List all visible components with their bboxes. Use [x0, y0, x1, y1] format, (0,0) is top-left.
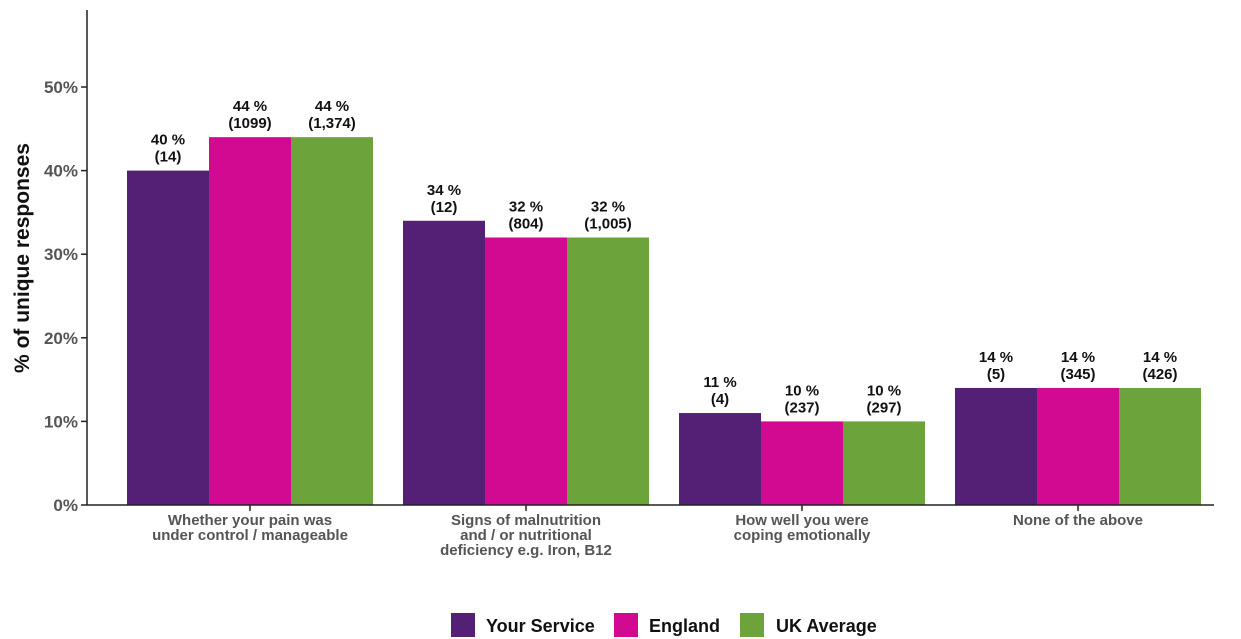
- bar: [403, 220, 485, 505]
- legend-label: Your Service: [486, 616, 595, 636]
- data-label: 14 %: [1143, 349, 1177, 366]
- x-tick-label: coping emotionally: [734, 527, 871, 544]
- bar: [291, 137, 373, 505]
- legend-swatch: [451, 613, 475, 637]
- y-tick-label: 30%: [44, 245, 78, 264]
- legend-label: UK Average: [776, 616, 877, 636]
- data-label: (14): [155, 149, 182, 166]
- data-label: (1,374): [308, 115, 356, 132]
- bar: [1037, 387, 1119, 505]
- data-label: (297): [866, 399, 901, 416]
- bar: [955, 387, 1037, 505]
- bar: [843, 421, 925, 505]
- data-label: (426): [1142, 366, 1177, 383]
- data-label: (345): [1060, 366, 1095, 383]
- data-label: 10 %: [785, 382, 819, 399]
- data-label: 40 %: [151, 132, 185, 149]
- legend: Your Service England UK Average: [451, 613, 877, 637]
- data-label: 44 %: [233, 98, 267, 115]
- bar: [485, 237, 567, 506]
- bar: [761, 421, 843, 505]
- x-tick-label: and / or nutritional: [460, 527, 592, 544]
- data-label: 44 %: [315, 98, 349, 115]
- data-label: 11 %: [703, 374, 736, 391]
- data-label: 14 %: [1061, 349, 1095, 366]
- data-label: (5): [987, 366, 1005, 383]
- y-axis-label: % of unique responses: [11, 143, 34, 373]
- legend-label: England: [649, 616, 720, 636]
- y-tick-label: 40%: [44, 162, 78, 181]
- x-tick-label: Signs of malnutrition: [451, 512, 601, 529]
- x-tick-label: deficiency e.g. Iron, B12: [440, 542, 612, 559]
- data-labels: 40 %(14)34 %(12)11 %(4)14 %(5)44 %(1099)…: [151, 98, 1178, 416]
- x-tick-label: Whether your pain was: [168, 512, 332, 529]
- data-label: (4): [711, 391, 729, 408]
- y-axis: 0% 10% 20% 30% 40% 50%: [44, 10, 88, 515]
- bar: [127, 170, 209, 505]
- bar: [679, 413, 761, 505]
- data-label: 14 %: [979, 349, 1013, 366]
- legend-swatch: [740, 613, 764, 637]
- y-tick-label: 0%: [53, 496, 78, 515]
- data-label: (1099): [228, 115, 271, 132]
- bar: [567, 237, 649, 506]
- data-label: 32 %: [509, 198, 543, 215]
- data-label: 32 %: [591, 198, 625, 215]
- data-label: (12): [431, 199, 458, 216]
- x-tick-label: None of the above: [1013, 512, 1143, 529]
- x-tick-label: under control / manageable: [152, 527, 348, 544]
- data-label: 10 %: [867, 382, 901, 399]
- legend-swatch: [614, 613, 638, 637]
- y-tick-label: 20%: [44, 329, 78, 348]
- bar: [209, 137, 291, 505]
- data-label: 34 %: [427, 182, 461, 199]
- y-tick-label: 10%: [44, 412, 78, 431]
- bars: [127, 137, 1201, 506]
- x-tick-label: How well you were: [735, 512, 868, 529]
- y-tick-label: 50%: [44, 78, 78, 97]
- data-label: (237): [784, 399, 819, 416]
- bar: [1119, 387, 1201, 505]
- data-label: (1,005): [584, 215, 632, 232]
- data-label: (804): [508, 215, 543, 232]
